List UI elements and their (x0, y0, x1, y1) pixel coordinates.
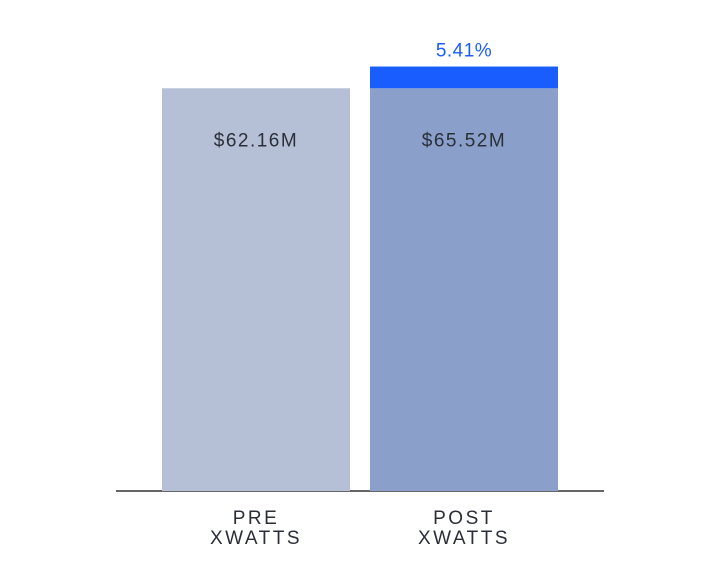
bar-increase-segment (370, 66, 558, 89)
category-label-pre-line1: PRE (233, 508, 280, 529)
bar-pre-xwatts (162, 88, 350, 492)
bar-post-xwatts (370, 88, 558, 492)
category-label-pre-line2: XWATTS (210, 528, 302, 549)
bar-value-label-pre: $62.16M (214, 130, 298, 151)
bar-value-label-post: $65.52M (422, 130, 506, 151)
category-label-post-line1: POST (433, 508, 495, 529)
category-label-post-line2: XWATTS (418, 528, 510, 549)
increase-percent-label: 5.41% (436, 41, 492, 62)
